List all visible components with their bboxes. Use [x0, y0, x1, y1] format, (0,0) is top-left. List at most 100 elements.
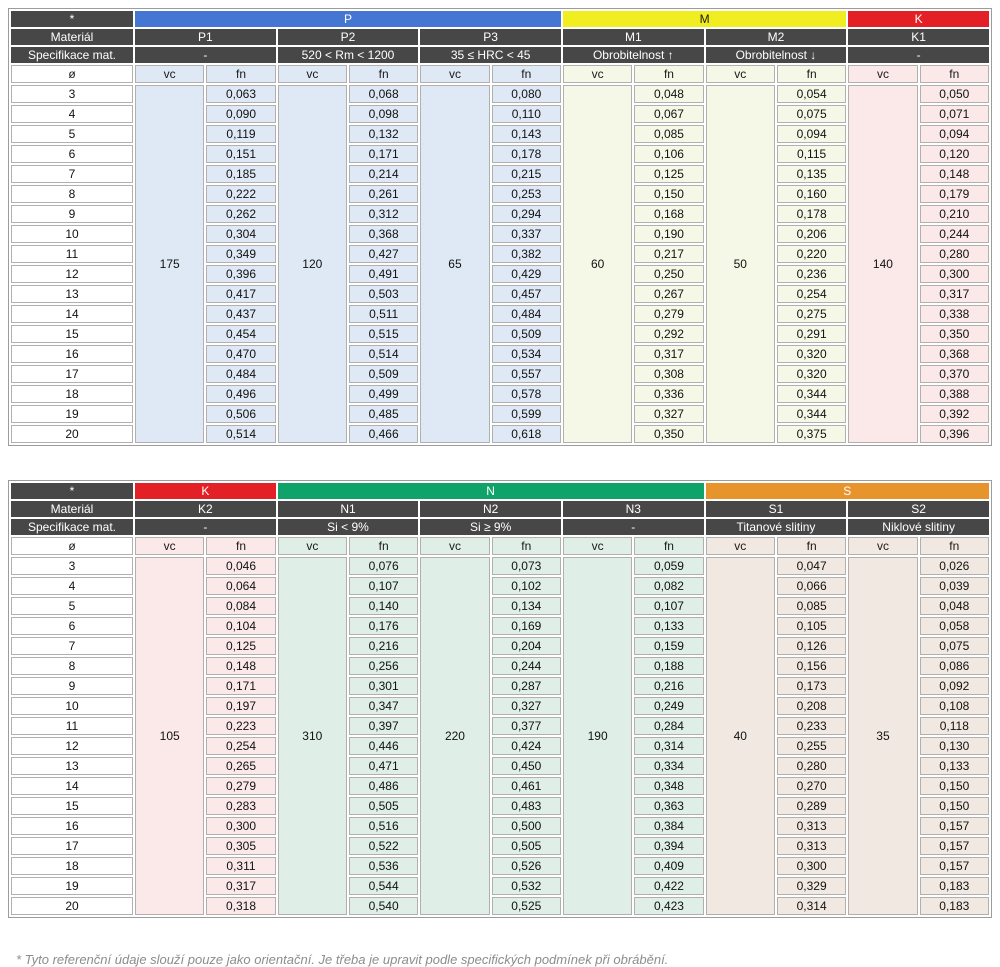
material-p1: P1 — [135, 29, 276, 45]
table-row: 5 0,084 0,140 0,134 0,107 0,085 0,048 — [11, 597, 989, 615]
fn-header-m2: fn — [776, 65, 847, 83]
fn-value-p1: 0,063 — [206, 85, 276, 103]
fn-header-s2: fn — [919, 537, 989, 555]
fn-value-k2: 0,084 — [206, 597, 276, 615]
fn-value-s1: 0,156 — [776, 657, 847, 675]
table-row: 3 105 0,046 310 0,076 220 0,073 190 0,059 40 0,047… — [11, 557, 989, 915]
fn-value-p1: 0,151 — [206, 145, 276, 163]
fn-value-n1: 0,076 — [348, 557, 419, 575]
fn-value-k1: 0,368 — [919, 345, 989, 363]
fn-value-p3: 0,253 — [491, 185, 561, 203]
diameter-value: 20 — [11, 425, 133, 443]
material-k2: K2 — [135, 501, 276, 517]
fn-value-s2: 0,157 — [919, 817, 989, 835]
spec-p2: 520 < Rm < 1200 — [277, 47, 419, 63]
fn-value-k1: 0,338 — [919, 305, 989, 323]
fn-value-m2: 0,344 — [776, 405, 847, 423]
fn-value-p3: 0,215 — [491, 165, 561, 183]
fn-value-p2: 0,491 — [348, 265, 419, 283]
fn-value-m2: 0,236 — [776, 265, 847, 283]
fn-value-s2: 0,157 — [919, 837, 989, 855]
fn-value-p3: 0,080 — [491, 85, 561, 103]
fn-value-n2: 0,169 — [491, 617, 561, 635]
fn-value-k1: 0,210 — [919, 205, 989, 223]
fn-value-m2: 0,320 — [776, 345, 847, 363]
fn-value-k2: 0,318 — [206, 897, 276, 915]
fn-value-n3: 0,059 — [634, 557, 704, 575]
vc-value-k2: 105 — [135, 557, 205, 915]
diameter-column-header: ø — [11, 65, 133, 83]
fn-value-s1: 0,105 — [776, 617, 847, 635]
fn-value-s1: 0,233 — [776, 717, 847, 735]
fn-value-k2: 0,223 — [206, 717, 276, 735]
fn-value-s2: 0,058 — [919, 617, 989, 635]
diameter-value: 8 — [11, 657, 133, 675]
fn-header-k1: fn — [919, 65, 989, 83]
fn-value-p2: 0,261 — [348, 185, 419, 203]
fn-value-n1: 0,505 — [348, 797, 419, 815]
group-header-m: M — [562, 11, 847, 27]
group-header-n: N — [277, 483, 704, 499]
fn-value-s1: 0,289 — [776, 797, 847, 815]
fn-header-m1: fn — [634, 65, 704, 83]
fn-value-p2: 0,485 — [348, 405, 419, 423]
fn-value-k1: 0,071 — [919, 105, 989, 123]
fn-value-s1: 0,313 — [776, 837, 847, 855]
diameter-value: 12 — [11, 265, 133, 283]
fn-value-n2: 0,450 — [491, 757, 561, 775]
diameter-value: 18 — [11, 857, 133, 875]
fn-value-p3: 0,429 — [491, 265, 561, 283]
reference-table: * P M K Materiál P1 P2 P3 M1 M2 K1 Specifikace mat.… — [9, 9, 991, 445]
fn-value-s2: 0,130 — [919, 737, 989, 755]
diameter-value: 14 — [11, 305, 133, 323]
fn-value-m2: 0,206 — [776, 225, 847, 243]
fn-value-n3: 0,384 — [634, 817, 704, 835]
fn-value-p2: 0,098 — [348, 105, 419, 123]
fn-value-p2: 0,503 — [348, 285, 419, 303]
vc-header-s2: vc — [848, 537, 918, 555]
fn-value-n2: 0,134 — [491, 597, 561, 615]
group-header-k: K — [135, 483, 276, 499]
fn-value-n3: 0,334 — [634, 757, 704, 775]
material-s1: S1 — [705, 501, 847, 517]
fn-value-n2: 0,525 — [491, 897, 561, 915]
diameter-value: 4 — [11, 105, 133, 123]
table-row: 12 0,254 0,446 0,424 0,314 0,255 0,130 — [11, 737, 989, 755]
table-row: 6 0,151 0,171 0,178 0,106 0,115 0,120 — [11, 145, 989, 163]
fn-value-s1: 0,255 — [776, 737, 847, 755]
fn-value-k2: 0,148 — [206, 657, 276, 675]
fn-value-n3: 0,423 — [634, 897, 704, 915]
fn-value-k2: 0,317 — [206, 877, 276, 895]
fn-value-m2: 0,160 — [776, 185, 847, 203]
fn-value-s1: 0,085 — [776, 597, 847, 615]
fn-value-n1: 0,140 — [348, 597, 419, 615]
diameter-value: 13 — [11, 757, 133, 775]
fn-value-m1: 0,327 — [634, 405, 704, 423]
fn-value-p1: 0,514 — [206, 425, 276, 443]
fn-header-k2: fn — [206, 537, 276, 555]
fn-value-m2: 0,344 — [776, 385, 847, 403]
fn-value-n1: 0,522 — [348, 837, 419, 855]
fn-value-m1: 0,168 — [634, 205, 704, 223]
material-k1: K1 — [848, 29, 989, 45]
vc-header-p2: vc — [277, 65, 347, 83]
table-row: 11 0,223 0,397 0,377 0,284 0,233 0,118 — [11, 717, 989, 735]
vc-value-s1: 40 — [705, 557, 775, 915]
diameter-value: 10 — [11, 697, 133, 715]
diameter-value: 6 — [11, 617, 133, 635]
group-header-p: P — [135, 11, 561, 27]
fn-value-k1: 0,280 — [919, 245, 989, 263]
vc-header-k1: vc — [848, 65, 918, 83]
table-row: 8 0,148 0,256 0,244 0,188 0,156 0,086 — [11, 657, 989, 675]
vc-header-n1: vc — [277, 537, 347, 555]
fn-value-p2: 0,515 — [348, 325, 419, 343]
fn-value-k2: 0,300 — [206, 817, 276, 835]
table-row: 20 0,514 0,466 0,618 0,350 0,375 0,396 — [11, 425, 989, 443]
diameter-value: 16 — [11, 345, 133, 363]
diameter-value: 10 — [11, 225, 133, 243]
fn-value-n1: 0,347 — [348, 697, 419, 715]
table-row: 12 0,396 0,491 0,429 0,250 0,236 0,300 — [11, 265, 989, 283]
fn-value-k2: 0,283 — [206, 797, 276, 815]
material-n2: N2 — [420, 501, 561, 517]
fn-value-p1: 0,396 — [206, 265, 276, 283]
